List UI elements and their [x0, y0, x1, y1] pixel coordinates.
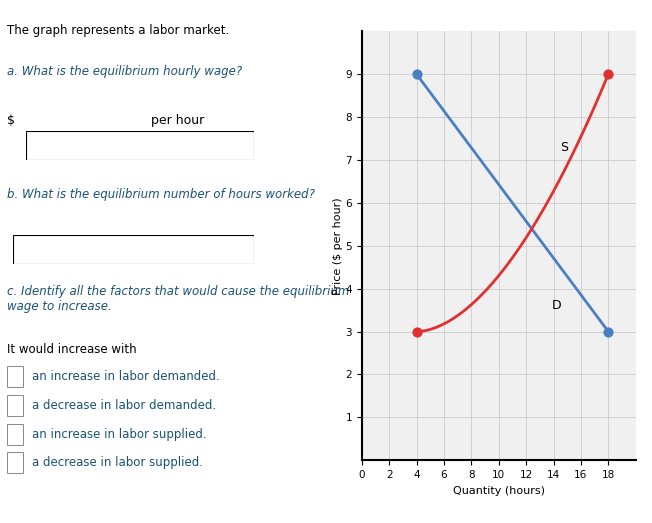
Text: S: S: [561, 141, 569, 154]
Text: per hour: per hour: [151, 114, 205, 127]
Text: It would increase with: It would increase with: [7, 343, 137, 356]
Text: hours: hours: [155, 237, 190, 249]
Text: a decrease in labor supplied.: a decrease in labor supplied.: [32, 457, 203, 469]
FancyBboxPatch shape: [13, 235, 254, 264]
Point: [603, 70, 614, 78]
Point: [603, 327, 614, 336]
FancyBboxPatch shape: [7, 452, 23, 473]
Point: [411, 327, 422, 336]
Text: a decrease in labor demanded.: a decrease in labor demanded.: [32, 399, 216, 412]
Text: c. Identify all the factors that would cause the equilibrium
wage to increase.: c. Identify all the factors that would c…: [7, 285, 349, 313]
FancyBboxPatch shape: [7, 395, 23, 416]
Text: an increase in labor supplied.: an increase in labor supplied.: [32, 428, 206, 440]
FancyBboxPatch shape: [7, 366, 23, 387]
Text: D: D: [552, 299, 561, 312]
FancyBboxPatch shape: [7, 424, 23, 445]
FancyBboxPatch shape: [26, 131, 254, 160]
Point: [411, 70, 422, 78]
X-axis label: Quantity (hours): Quantity (hours): [452, 485, 545, 495]
Text: b. What is the equilibrium number of hours worked?: b. What is the equilibrium number of hou…: [7, 188, 315, 201]
Text: The graph represents a labor market.: The graph represents a labor market.: [7, 24, 230, 37]
Text: an increase in labor demanded.: an increase in labor demanded.: [32, 370, 220, 383]
Text: $: $: [7, 114, 15, 127]
Text: a. What is the equilibrium hourly wage?: a. What is the equilibrium hourly wage?: [7, 65, 242, 78]
Y-axis label: Price ($ per hour): Price ($ per hour): [333, 197, 343, 294]
